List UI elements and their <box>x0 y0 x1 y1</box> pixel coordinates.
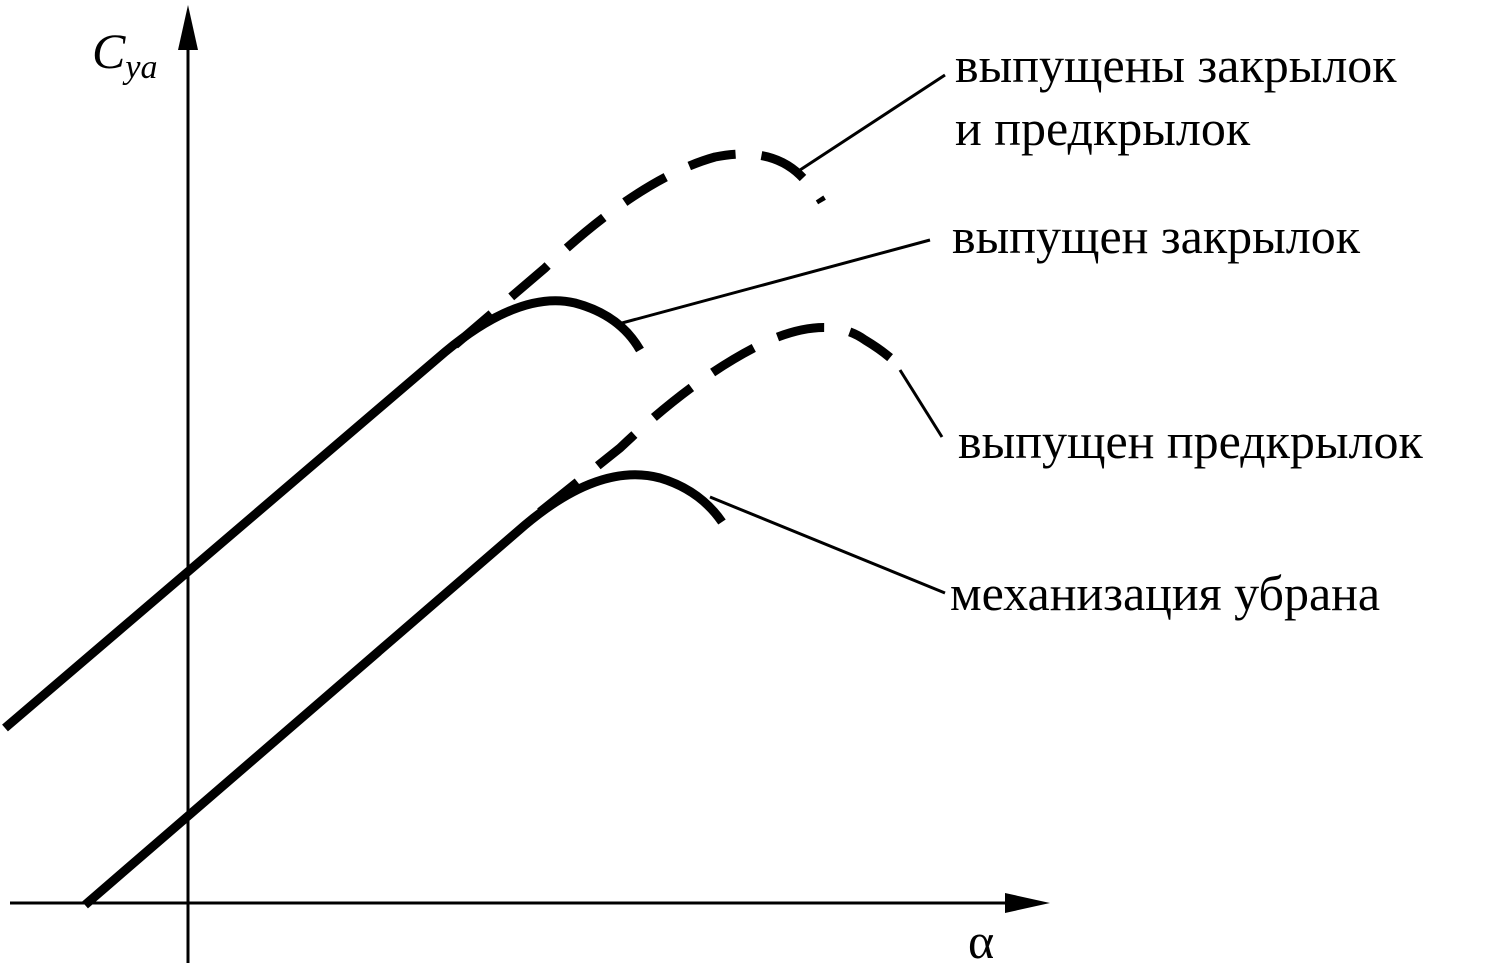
leader <box>799 73 946 172</box>
x-axis-label: α <box>968 913 994 963</box>
y-axis-label: Cya <box>92 23 157 86</box>
leader <box>621 238 931 325</box>
curve-label: выпущен предкрылок <box>958 413 1423 469</box>
curve-flap-slat <box>452 149 826 349</box>
curve-label: механизация убрана <box>950 565 1380 621</box>
curve-retracted <box>82 470 726 909</box>
curve-label: и предкрылок <box>955 100 1251 156</box>
leader <box>709 495 946 595</box>
leader <box>898 369 944 438</box>
y-arrow <box>178 5 198 50</box>
curve-label: выпущен закрылок <box>952 208 1361 264</box>
curve-label: выпущены закрылок <box>955 37 1397 93</box>
curve-slat <box>537 323 909 516</box>
x-arrow <box>1005 893 1050 913</box>
